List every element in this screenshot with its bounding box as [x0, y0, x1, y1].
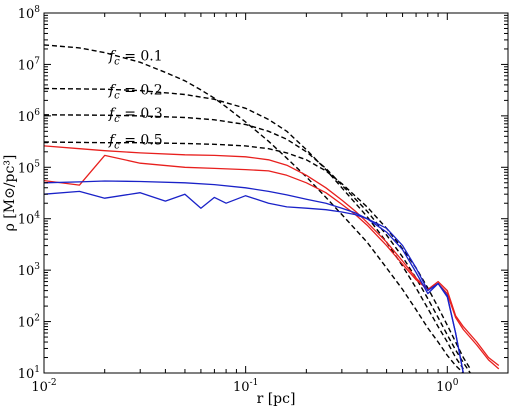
x-tick-label: 100 [436, 378, 459, 395]
y-tick-label: 104 [18, 211, 41, 228]
y-tick-label: 108 [18, 5, 41, 22]
series-group [44, 44, 500, 373]
fc-annotation-0: fc = 0.1 [108, 48, 163, 67]
blue-profile-line-6 [44, 180, 464, 373]
dashed-profile-line-1 [44, 87, 464, 370]
fc-annotation-3: fc = 0.5 [108, 132, 163, 151]
y-tick-label: 101 [18, 365, 40, 382]
y-axis-label: ρ [M⊙/pc³] [2, 155, 18, 232]
x-axis-label: r [pc] [257, 391, 296, 407]
x-tick-label: 10-2 [31, 378, 56, 395]
y-tick-label: 106 [18, 108, 41, 125]
y-tick-label: 107 [18, 56, 41, 73]
y-tick-label: 102 [18, 314, 40, 331]
fc-annotation-1: fc = 0.2 [108, 83, 163, 102]
blue-profile-line-7 [44, 190, 464, 373]
x-tick-label: 10-1 [233, 378, 258, 395]
y-tick-label: 103 [18, 262, 41, 279]
dashed-profile-line-0 [44, 44, 464, 373]
y-tick-label: 105 [18, 159, 41, 176]
axes-frame [43, 12, 509, 374]
annotations: fc = 0.1 fc = 0.2 fc = 0.3 fc = 0.5 [108, 48, 163, 151]
dashed-profile-line-3 [44, 141, 471, 370]
axes: 10-2 10-1 100 101 102 103 104 105 106 107 108 [18, 5, 509, 395]
fc-annotation-2: fc = 0.3 [108, 106, 163, 125]
